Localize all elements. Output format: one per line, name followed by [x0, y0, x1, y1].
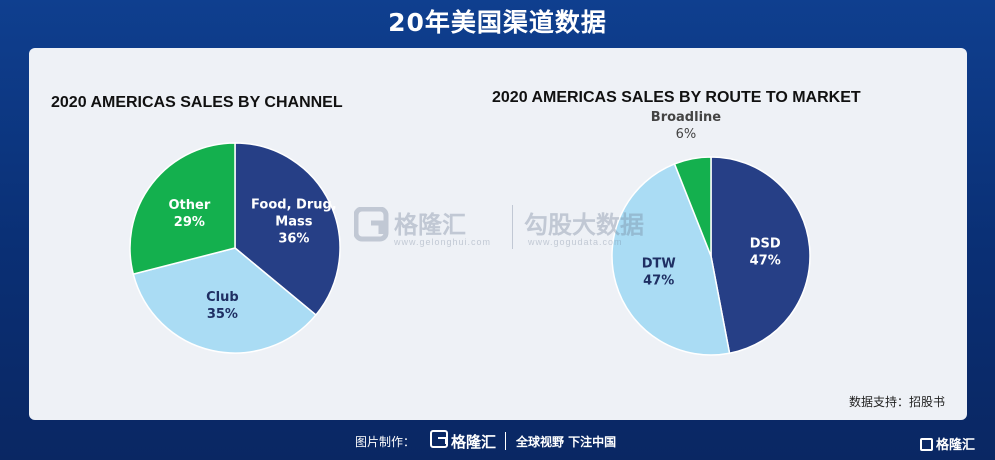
- brand-logo-icon: [430, 430, 448, 448]
- pie-route-to-market: DSD 47% DTW 47% Broadline 6%: [611, 110, 811, 356]
- chart-title-channel: 2020 AMERICAS SALES BY CHANNEL: [51, 94, 343, 111]
- pie-channel: Food, Drug, Mass 36% Club 35% Other 29%: [129, 142, 341, 354]
- footer-brand: 格隆汇: [451, 433, 497, 451]
- pie-charts-canvas: 2020 AMERICAS SALES BY CHANNEL Food, Dru…: [51, 89, 861, 356]
- slice-label-dtw: DTW 47%: [642, 257, 676, 289]
- slice-label-dsd: DSD 47%: [750, 236, 781, 268]
- slice-label-other: Other 29%: [168, 198, 210, 230]
- slice-label-food-drug-mass: Food, Drug, Mass 36%: [251, 197, 337, 246]
- pie-slice-dtw: [611, 162, 731, 356]
- watermark-brand: 格隆汇: [394, 211, 466, 239]
- corner-logo-text: 格隆汇: [936, 438, 976, 453]
- banner-title: 20年美国渠道数据: [388, 8, 607, 37]
- slice-label-club: Club 35%: [206, 290, 239, 322]
- watermark-brand-url: www.gelonghui.com: [394, 237, 492, 247]
- chart-card: 2020 AMERICAS SALES BY CHANNEL Food, Dru…: [29, 48, 967, 420]
- footer-slogan: 全球视野 下注中国: [516, 435, 617, 449]
- pie-slice-food-drug-mass: [234, 142, 341, 316]
- watermark-partner-url: www.gogudata.com: [528, 237, 623, 247]
- watermark-divider: [512, 205, 513, 249]
- watermark-logo-icon: [354, 207, 389, 242]
- pie-slice-broadline: [673, 156, 712, 257]
- footer: 图片制作： 格隆汇 全球视野 下注中国: [0, 426, 995, 456]
- footer-divider: [505, 432, 506, 450]
- watermark-partner: 勾股大数据: [524, 211, 644, 239]
- slice-label-broadline: Broadline 6%: [651, 110, 721, 142]
- pie-slice-dsd: [710, 156, 811, 355]
- watermark: 格隆汇 www.gelonghui.com 勾股大数据 www.gogudata…: [354, 201, 654, 261]
- pie-slice-club: [132, 247, 317, 354]
- footer-made-by: 图片制作：: [355, 435, 416, 449]
- corner-logo: 格隆汇: [920, 434, 975, 453]
- pie-slice-other: [129, 142, 236, 276]
- chart-title-route: 2020 AMERICAS SALES BY ROUTE TO MARKET: [492, 89, 861, 106]
- corner-logo-icon: [920, 438, 933, 451]
- source-note: 数据支持：招股书: [848, 395, 945, 409]
